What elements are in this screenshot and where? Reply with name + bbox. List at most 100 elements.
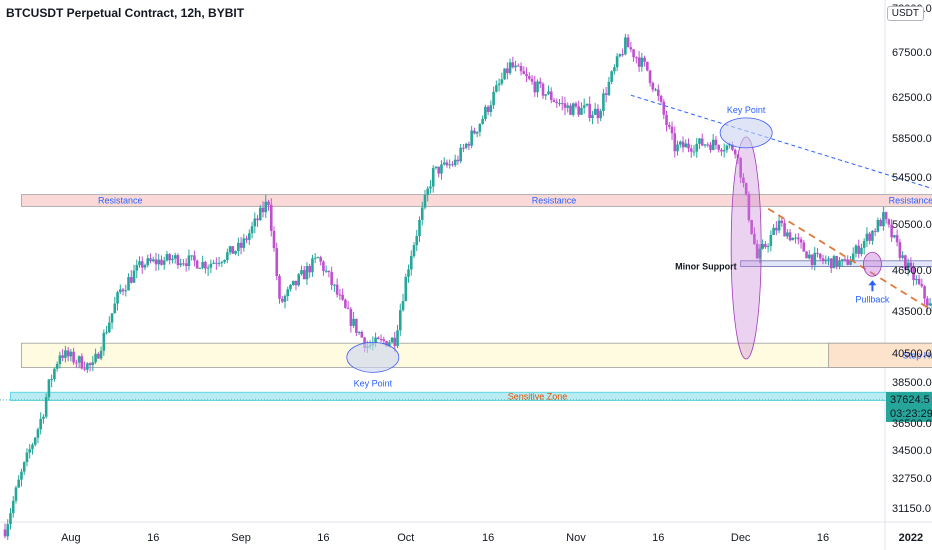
candle-body [678,141,682,145]
candle-body [541,83,545,96]
candle-body [294,280,298,286]
x-tick-label: 16 [652,532,664,544]
candle-body [275,248,279,276]
candle-body [569,105,572,115]
candle-body [327,270,331,273]
candle-body [129,277,133,283]
stop-hunter-label: Stop Hunter Zone [903,350,932,360]
candle-body [588,103,591,119]
candle-body [805,251,808,259]
candle-body [420,207,424,220]
candle-body [11,500,15,514]
candle-body [256,218,259,221]
candle-body [44,397,48,417]
candle-body [316,257,320,259]
candle-body [692,151,696,153]
candle-body [305,265,309,280]
candle-body [453,159,457,166]
candle-body [912,267,915,281]
candle-body [99,350,103,359]
candle-body [846,259,850,265]
candle-body [659,95,663,102]
candle-body [105,332,108,334]
candle-body [97,353,100,359]
y-tick-label: 32750.0 [892,473,932,485]
candle-body [742,177,745,184]
candle-body [646,61,649,71]
candle-body [6,524,10,537]
candle-body [928,303,932,306]
candle-body [860,247,863,255]
candle-body [884,212,888,220]
y-tick-label: 36500.0 [892,418,932,430]
candle-body [338,294,342,296]
candle-body [871,230,874,241]
candle-body [182,263,185,265]
candle-body [706,144,710,146]
y-tick-label: 54500.0 [892,172,932,184]
y-tick-label: 31150.0 [892,503,931,515]
y-tick-label: 38500.0 [892,377,932,389]
candle-body [138,261,141,266]
candle-body [613,67,616,72]
candle-body [171,258,174,261]
candle-body [654,89,657,91]
y-tick-label: 43500.0 [892,306,932,318]
candle-body [110,313,114,323]
candle-body [22,462,26,472]
candle-body [920,284,924,287]
candle-body [269,204,273,231]
candle-body [876,219,880,232]
candle-body [412,245,416,257]
key-point-label: Key Point [727,105,766,115]
key-point-circle [346,341,400,373]
candle-body [720,149,723,152]
candle-body [517,65,520,67]
candle-body [349,308,353,326]
candle-body [676,144,679,152]
candle-body [258,207,262,221]
candle-body [165,254,169,261]
candle-body [217,263,221,265]
zone-layer [10,194,932,401]
candle-body [497,83,501,86]
candle-body [717,145,720,150]
candle-body [20,471,23,480]
candle-body [393,337,397,346]
candle-body [566,105,570,108]
resistance-label: Resistance [532,196,577,206]
candle-body [280,298,284,302]
bar-countdown: 03:23:29 [890,408,932,420]
candle-body [838,261,841,267]
candle-body [489,105,493,112]
candle-body [352,318,355,326]
currency-badge[interactable]: USDT [886,6,924,21]
resistance-label: Resistance [98,196,143,206]
candle-body [503,68,506,80]
sensitive-zone [10,391,932,401]
candle-body [459,147,462,162]
candle-body [670,126,674,134]
candle-body [783,223,786,237]
candle-body [404,276,408,302]
candle-body [88,363,92,366]
candle-body [116,292,119,304]
candle-body [788,232,792,241]
candle-body [94,353,97,363]
candle-body [780,220,784,224]
candle-body [187,255,191,266]
candle-body [302,270,306,280]
candle-body [206,267,210,269]
candle-body [319,257,322,262]
candle-body [135,265,139,271]
candle-body [580,107,583,115]
candle-body [703,144,707,146]
candle-body [160,259,163,265]
x-tick-label: 16 [817,532,829,544]
candle-body [55,363,59,369]
candle-body [758,248,762,259]
candle-body [917,278,921,285]
candle-body [322,261,325,272]
